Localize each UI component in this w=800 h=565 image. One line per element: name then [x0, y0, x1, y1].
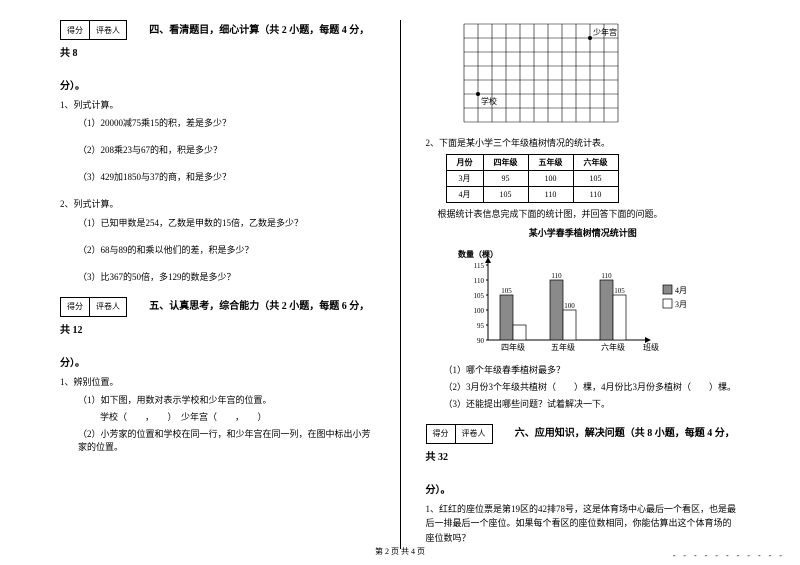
- q1b: （2）208乘23与67的和，积是多少？: [78, 143, 375, 156]
- svg-text:115: 115: [473, 262, 484, 270]
- score-label: 得分: [427, 425, 456, 443]
- grid-chart: 学校 少年宫: [456, 20, 741, 130]
- score-box-6: 得分 评卷人: [426, 424, 493, 444]
- section-4-pts: 分）。: [60, 77, 375, 92]
- score-label: 得分: [61, 298, 90, 316]
- q1: 1、列式计算。: [60, 98, 375, 112]
- right-column: 学校 少年宫 2、下面是某小学三个年级植树情况的统计表。 月份四年级五年级六年级3…: [426, 20, 741, 549]
- q2b: （2）68与89的和乘以他们的差，积是多少？: [78, 243, 375, 256]
- s5qc: （3）还能提出哪些问题？试着解决一下。: [444, 397, 741, 410]
- score-label: 得分: [61, 21, 90, 39]
- q1c: （3）429加1850与37的商，和是多少？: [78, 170, 375, 183]
- s5qa: （1）哪个年级春季植树最多？: [444, 363, 741, 376]
- s5q1a: （1）如下图，用数对表示学校和少年宫的位置。: [78, 393, 375, 406]
- svg-text:五年级: 五年级: [551, 342, 575, 352]
- svg-text:110: 110: [601, 272, 612, 280]
- cut-line: - - - - - - - - - - -: [673, 551, 785, 560]
- score-box-4: 得分 评卷人: [60, 20, 127, 40]
- q2a: （1）已知甲数是254，乙数是甲数的15倍，乙数是多少？: [78, 216, 375, 229]
- svg-text:90: 90: [477, 337, 485, 345]
- svg-text:95: 95: [477, 322, 485, 330]
- svg-text:少年宫: 少年宫: [593, 27, 617, 37]
- svg-text:105: 105: [473, 292, 484, 300]
- section-5-pts: 分）。: [60, 354, 375, 369]
- reviewer-label: 评卷人: [456, 425, 492, 443]
- svg-text:105: 105: [501, 287, 512, 295]
- s5q1b: （2）小芳家的位置和学校在同一行，和少年宫在同一列，在图中标出小芳家的位置。: [78, 427, 375, 453]
- svg-text:105: 105: [614, 287, 625, 295]
- svg-text:四年级: 四年级: [501, 342, 525, 352]
- left-column: 得分 评卷人 四、看清题目，细心计算（共 2 小题，每题 4 分，共 8 分）。…: [60, 20, 375, 549]
- section-6-pts: 分）。: [426, 481, 741, 496]
- svg-text:班级: 班级: [643, 342, 659, 352]
- q2c: （3）比367的50倍，多129的数是多少？: [78, 270, 375, 283]
- svg-text:100: 100: [473, 307, 484, 315]
- svg-text:110: 110: [473, 277, 484, 285]
- svg-text:4月: 4月: [675, 286, 687, 295]
- table-note: 根据统计表信息完成下面的统计图，并回答下面的问题。: [438, 207, 741, 221]
- s5q1: 1、辨别位置。: [60, 375, 375, 389]
- svg-text:100: 100: [564, 302, 575, 310]
- reviewer-label: 评卷人: [90, 298, 126, 316]
- svg-text:六年级: 六年级: [601, 342, 625, 352]
- s6q1: 1、红红的座位票是第19区的42排78号，这是体育场中心最后一个看区，也是最后一…: [426, 502, 741, 545]
- column-divider: [400, 20, 401, 549]
- svg-text:学校: 学校: [481, 96, 497, 106]
- s5q1a-line: 学校（ ， ） 少年宫（ ， ）: [100, 410, 375, 423]
- table-caption: 2、下面是某小学三个年级植树情况的统计表。: [426, 136, 741, 150]
- svg-text:110: 110: [551, 272, 562, 280]
- svg-text:数量（棵）: 数量（棵）: [458, 249, 498, 259]
- reviewer-label: 评卷人: [90, 21, 126, 39]
- data-table: 月份四年级五年级六年级3月951001054月105110110: [446, 154, 619, 203]
- score-box-5: 得分 评卷人: [60, 297, 127, 317]
- bar-chart: 数量（棵）9095100105110115105四年级110100五年级1101…: [456, 245, 741, 357]
- q1a: （1）20000减75乘15的积，差是多少？: [78, 116, 375, 129]
- s5qb: （2）3月份3个年级共植树（ ）棵，4月份比3月份多植树（ ）棵。: [444, 380, 741, 393]
- svg-text:3月: 3月: [675, 300, 687, 309]
- q2: 2、列式计算。: [60, 197, 375, 211]
- bar-chart-title: 某小学春季植树情况统计图: [426, 226, 741, 239]
